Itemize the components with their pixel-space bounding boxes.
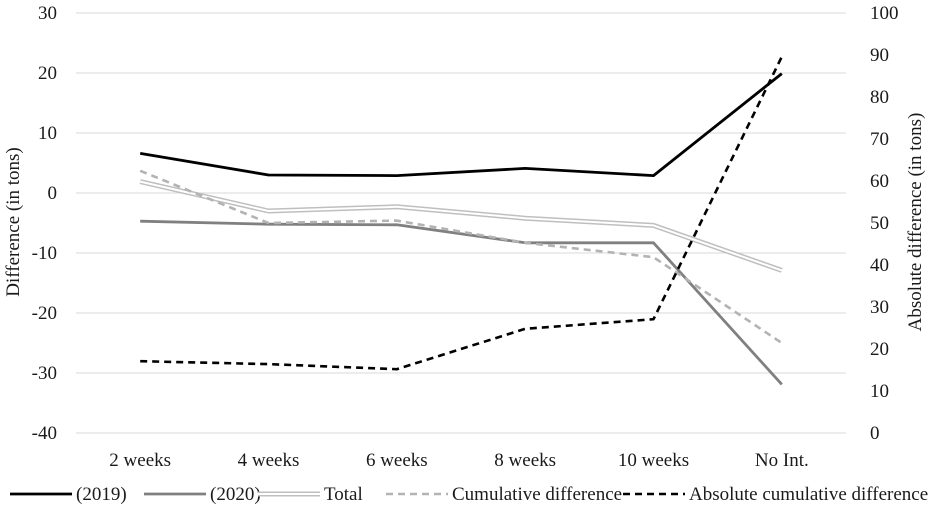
right-tick-label: 0 bbox=[870, 423, 880, 444]
legend-label: Absolute cumulative difference bbox=[689, 484, 928, 505]
series-line bbox=[140, 56, 783, 371]
left-tick-label: -20 bbox=[32, 303, 57, 324]
right-tick-label: 60 bbox=[870, 171, 889, 192]
series-line bbox=[140, 219, 783, 386]
x-tick-label: No Int. bbox=[755, 450, 809, 471]
left-tick-label: -10 bbox=[32, 243, 57, 264]
left-tick-label: 30 bbox=[38, 3, 57, 24]
right-tick-label: 50 bbox=[870, 213, 889, 234]
right-tick-label: 20 bbox=[870, 339, 889, 360]
left-tick-label: -40 bbox=[32, 423, 57, 444]
x-tick-label: 8 weeks bbox=[494, 450, 556, 471]
x-axis-ticks: 2 weeks 4 weeks 6 weeks 8 weeks 10 weeks No I… bbox=[109, 450, 808, 471]
legend-item: (2020) bbox=[144, 484, 261, 505]
series-2 bbox=[139, 179, 783, 273]
left-tick-label: 10 bbox=[38, 123, 57, 144]
series-1 bbox=[140, 219, 783, 386]
right-tick-label: 10 bbox=[870, 381, 889, 402]
legend-item: Cumulative difference bbox=[386, 484, 622, 505]
left-tick-label: 0 bbox=[48, 183, 58, 204]
legend: (2019) (2020) Total Cumulative difference Ab… bbox=[10, 484, 928, 505]
left-tick-label: -30 bbox=[32, 363, 57, 384]
left-axis-ticks: 30 20 10 0 -10 -20 -30 -40 bbox=[32, 3, 57, 444]
series-line-inner bbox=[139, 180, 783, 272]
right-tick-label: 100 bbox=[870, 3, 899, 24]
series bbox=[139, 56, 783, 386]
series-line bbox=[139, 179, 783, 273]
right-axis-title: Absolute difference (in tons) bbox=[905, 113, 926, 332]
x-tick-label: 10 weeks bbox=[618, 450, 689, 471]
right-tick-label: 90 bbox=[870, 45, 889, 66]
legend-item: Total bbox=[258, 484, 363, 505]
series-0 bbox=[139, 72, 783, 178]
right-tick-label: 80 bbox=[870, 87, 889, 108]
series-line bbox=[139, 72, 783, 178]
right-tick-label: 40 bbox=[870, 255, 889, 276]
x-tick-label: 4 weeks bbox=[238, 450, 300, 471]
x-tick-label: 6 weeks bbox=[366, 450, 428, 471]
series-4 bbox=[140, 56, 783, 371]
left-tick-label: 20 bbox=[38, 63, 57, 84]
right-tick-label: 30 bbox=[870, 297, 889, 318]
legend-label: (2019) bbox=[76, 484, 127, 505]
x-tick-label: 2 weeks bbox=[109, 450, 171, 471]
left-axis-title: Difference (in tons) bbox=[3, 147, 24, 296]
legend-label: Cumulative difference bbox=[452, 484, 622, 505]
legend-item: (2019) bbox=[10, 484, 127, 505]
series-3 bbox=[139, 169, 783, 345]
legend-item: Absolute cumulative difference bbox=[623, 484, 928, 505]
right-tick-label: 70 bbox=[870, 129, 889, 150]
legend-label: Total bbox=[324, 484, 363, 505]
grid bbox=[76, 12, 846, 434]
legend-label: (2020) bbox=[210, 484, 261, 505]
series-line bbox=[139, 169, 783, 345]
